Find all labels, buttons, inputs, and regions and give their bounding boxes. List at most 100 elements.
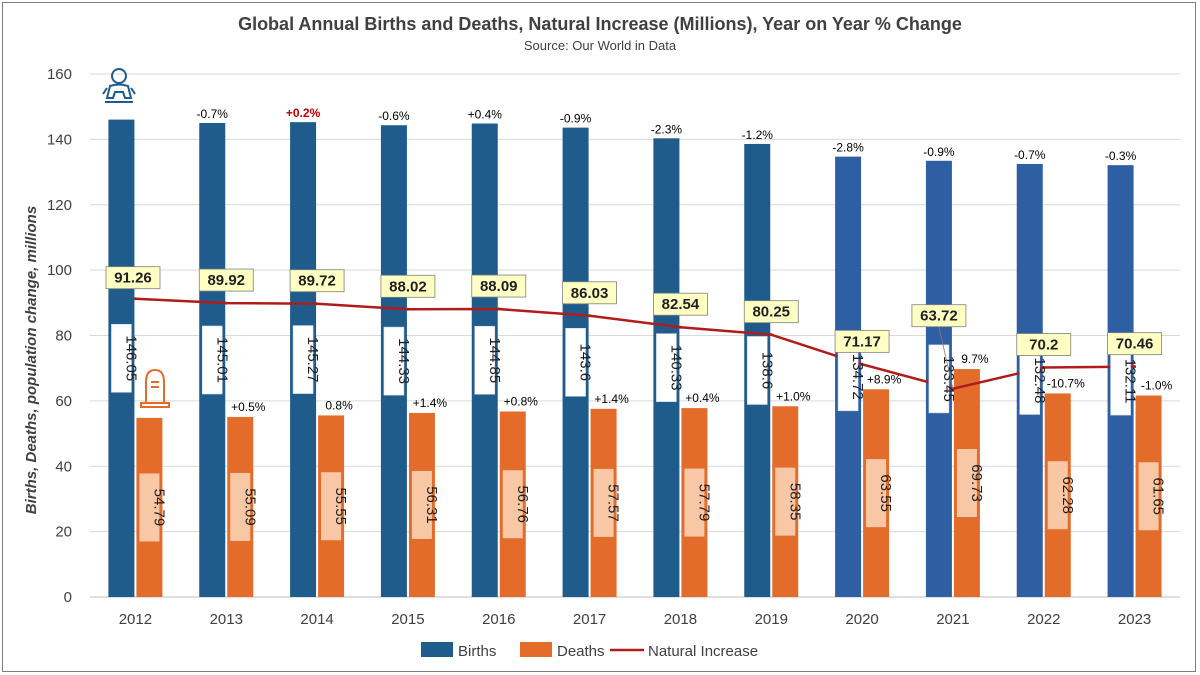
ni-value-label: 70.2 — [1029, 337, 1058, 354]
y-tick-label: 0 — [64, 589, 72, 606]
deaths-value-label: 57.79 — [695, 484, 712, 522]
x-tick-label: 2017 — [573, 611, 606, 628]
ni-value-box — [743, 300, 799, 324]
deaths-pct-change: 0.8% — [325, 398, 353, 412]
deaths-value-label: 54.79 — [150, 489, 167, 527]
deaths-pct-change: +1.4% — [594, 392, 629, 406]
y-tick-label: 40 — [55, 458, 72, 475]
ni-value-box — [911, 304, 967, 328]
natural-increase-point — [1133, 365, 1137, 369]
deaths-value-box — [684, 468, 705, 537]
births-pct-change: -2.3% — [651, 122, 683, 136]
x-tick-label: 2018 — [664, 611, 697, 628]
legend-swatch-deaths — [520, 642, 552, 657]
births-value-label: 144.33 — [395, 338, 412, 384]
ni-value-label: 89.92 — [207, 272, 245, 289]
births-value-label: 144.85 — [486, 337, 503, 383]
births-value-label: 146.05 — [122, 335, 139, 381]
x-tick-label: 2015 — [391, 611, 424, 628]
births-value-label: 132.11 — [1122, 359, 1139, 404]
deaths-pct-change: +1.0% — [776, 389, 811, 403]
natural-increase-point — [678, 325, 682, 329]
x-tick-label: 2019 — [755, 611, 788, 628]
births-value-box — [565, 328, 586, 397]
x-axis-ticks: 2012 2013 2014 2015 2016 2017 2018 2019 2020 2021… — [119, 611, 1152, 628]
x-tick-label: 2014 — [300, 611, 333, 628]
y-tick-label: 60 — [55, 393, 72, 410]
gridlines — [90, 73, 1180, 598]
births-pct-change: +0.2% — [286, 106, 321, 120]
births-value-label: 143.6 — [577, 344, 594, 382]
natural-increase-point — [497, 307, 501, 311]
deaths-value-label: 69.73 — [968, 464, 985, 502]
ni-value-box — [105, 266, 161, 290]
ni-leader-line — [938, 326, 954, 389]
ni-value-box — [471, 274, 527, 298]
deaths-pct-change: +1.4% — [413, 396, 448, 410]
deaths-pct-change: +0.4% — [685, 391, 720, 405]
deaths-value-box — [411, 470, 432, 539]
deaths-value-box — [230, 472, 251, 541]
deaths-pct-change: -10.7% — [1047, 376, 1085, 390]
deaths-value-label: 55.09 — [241, 488, 258, 526]
tombstone-icon — [140, 368, 170, 408]
legend-label-natural-increase: Natural Increase — [648, 643, 758, 660]
deaths-value-box — [866, 459, 887, 528]
ni-value-box — [562, 281, 617, 305]
ni-value-box — [380, 274, 436, 298]
ni-value-box — [198, 268, 254, 292]
natural-increase-point — [1042, 366, 1046, 370]
x-tick-label: 2012 — [119, 611, 152, 628]
ni-value-label: 63.72 — [920, 308, 958, 325]
deaths-value-label: 56.76 — [514, 485, 531, 523]
births-value-box — [383, 326, 405, 396]
deaths-value-box — [1138, 462, 1159, 531]
legend-label-deaths: Deaths — [557, 643, 605, 660]
deaths-value-box — [321, 472, 342, 541]
births-value-box — [292, 325, 314, 394]
natural-increase-line — [135, 297, 1135, 391]
births-pct-change: -0.3% — [1105, 149, 1137, 163]
legend: Births Deaths Natural Increase — [421, 642, 758, 660]
y-axis-ticks: 0 20 40 60 80 100 120 140 160 — [47, 66, 72, 606]
x-tick-label: 2021 — [936, 611, 969, 628]
x-tick-label: 2022 — [1027, 611, 1060, 628]
x-tick-label: 2023 — [1118, 611, 1151, 628]
x-tick-label: 2020 — [845, 611, 878, 628]
natural-increase-point — [769, 333, 773, 337]
births-value-label: 132.48 — [1031, 358, 1048, 404]
ni-value-box — [289, 269, 345, 293]
x-tick-label: 2013 — [210, 611, 243, 628]
ni-value-label: 70.46 — [1116, 336, 1154, 353]
deaths-value-label: 58.35 — [786, 483, 803, 521]
births-value-box — [746, 336, 768, 405]
ni-value-label: 88.02 — [389, 278, 427, 295]
ni-value-label: 82.54 — [662, 296, 700, 313]
births-value-label: 138.6 — [758, 352, 775, 390]
deaths-value-label: 57.57 — [605, 484, 622, 522]
births-value-label: 145.01 — [213, 337, 230, 383]
ni-value-box — [1107, 332, 1162, 356]
deaths-pct-change: +8.9% — [867, 372, 902, 386]
births-pct-change: -0.7% — [197, 107, 229, 121]
ni-value-label: 71.17 — [843, 333, 881, 350]
deaths-value-label: 61.65 — [1150, 477, 1167, 515]
deaths-pct-change: -1.0% — [1141, 378, 1173, 392]
y-tick-label: 120 — [47, 197, 72, 214]
deaths-value-box — [956, 449, 977, 518]
y-tick-label: 160 — [47, 66, 72, 83]
baby-icon — [102, 68, 136, 103]
births-pct-change: +0.4% — [468, 108, 503, 122]
births-pct-change: -2.8% — [832, 141, 864, 155]
ni-value-label: 86.03 — [571, 285, 609, 302]
births-value-box — [474, 325, 496, 395]
ni-value-box — [1016, 333, 1072, 356]
births-value-box — [656, 333, 677, 402]
y-tick-label: 100 — [47, 262, 72, 279]
natural-increase-point — [860, 362, 864, 366]
ni-value-label: 88.09 — [480, 278, 518, 295]
deaths-value-box — [593, 468, 614, 537]
births-pct-change: -0.9% — [923, 145, 955, 159]
births-pct-change: -0.9% — [560, 112, 592, 126]
